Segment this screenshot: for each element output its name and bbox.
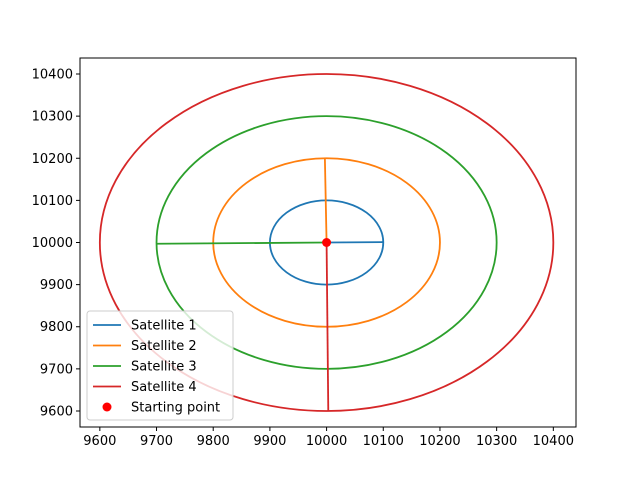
satellite-3-spoke xyxy=(156,241,327,245)
y-tick-label: 10100 xyxy=(32,194,73,209)
legend-label-starting-point: Starting point xyxy=(131,401,220,416)
x-axis-ticks: 9600 9700 9800 9900 10000 10100 10200 10300 1040… xyxy=(83,427,574,449)
y-tick-label: 10400 xyxy=(32,68,73,83)
x-tick-label: 10200 xyxy=(419,434,460,449)
y-axis-ticks: 9600 9700 9800 9900 10000 10100 10200 10300 1040… xyxy=(32,68,80,419)
y-tick-label: 9900 xyxy=(40,278,73,293)
satellite-3-orbit xyxy=(155,115,498,370)
x-tick-label: 9700 xyxy=(140,434,173,449)
legend-label-satellite-1: Satellite 1 xyxy=(131,319,197,334)
legend: Satellite 1 Satellite 2 Satellite 3 Satelli… xyxy=(86,310,234,421)
satellite-4-orbit xyxy=(98,73,555,412)
x-tick-label: 10100 xyxy=(363,434,404,449)
series-layer xyxy=(98,73,555,412)
x-tick-label: 9800 xyxy=(197,434,230,449)
y-tick-label: 10300 xyxy=(32,110,73,125)
y-tick-label: 10000 xyxy=(32,236,73,251)
legend-label-satellite-2: Satellite 2 xyxy=(131,339,197,354)
starting-point-marker xyxy=(322,238,332,247)
x-tick-label: 10400 xyxy=(533,434,574,449)
legend-label-satellite-3: Satellite 3 xyxy=(131,360,197,375)
points-layer xyxy=(322,238,332,247)
y-tick-label: 9800 xyxy=(40,320,73,335)
x-tick-label: 10000 xyxy=(306,434,347,449)
x-tick-label: 9600 xyxy=(83,434,116,449)
legend-label-satellite-4: Satellite 4 xyxy=(131,380,197,395)
legend-swatch-starting-point xyxy=(102,402,112,412)
satellite-4-spoke xyxy=(325,242,330,412)
legend-box xyxy=(86,310,234,421)
y-tick-label: 9700 xyxy=(40,362,73,377)
x-tick-label: 9900 xyxy=(253,434,286,449)
satellite-2-spoke xyxy=(323,158,328,243)
y-tick-label: 9600 xyxy=(40,404,73,419)
x-tick-label: 10300 xyxy=(476,434,517,449)
y-tick-label: 10200 xyxy=(32,152,73,167)
